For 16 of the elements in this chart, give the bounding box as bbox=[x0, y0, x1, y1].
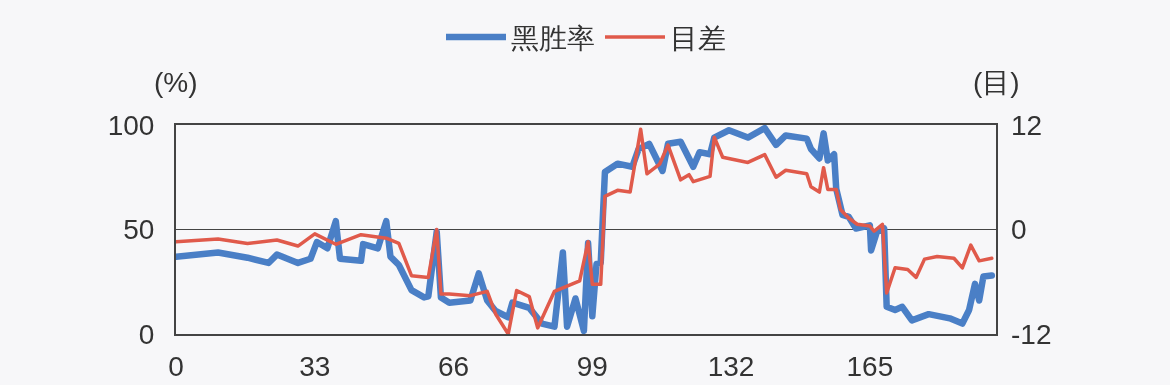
y-tick-label: 0 bbox=[138, 318, 155, 350]
y2-tick-label: 0 bbox=[1011, 214, 1027, 246]
x-tick-label: 66 bbox=[437, 350, 470, 382]
x-tick-label: 0 bbox=[168, 350, 184, 382]
x-tick-label: 99 bbox=[576, 350, 608, 382]
y-axis-title: (%) bbox=[154, 67, 198, 98]
y2-axis-title: (目) bbox=[973, 67, 1020, 98]
x-tick-label: 132 bbox=[707, 350, 755, 382]
y2-tick-label: -12 bbox=[1011, 318, 1052, 350]
y-tick-label: 50 bbox=[123, 214, 155, 246]
legend-label: 黑胜率 bbox=[511, 22, 595, 54]
legend-label: 目差 bbox=[670, 22, 726, 54]
x-tick-label: 165 bbox=[846, 350, 894, 382]
y2-tick-label: 12 bbox=[1011, 109, 1043, 141]
y-tick-label: 100 bbox=[107, 109, 155, 141]
x-tick-label: 33 bbox=[299, 350, 331, 382]
